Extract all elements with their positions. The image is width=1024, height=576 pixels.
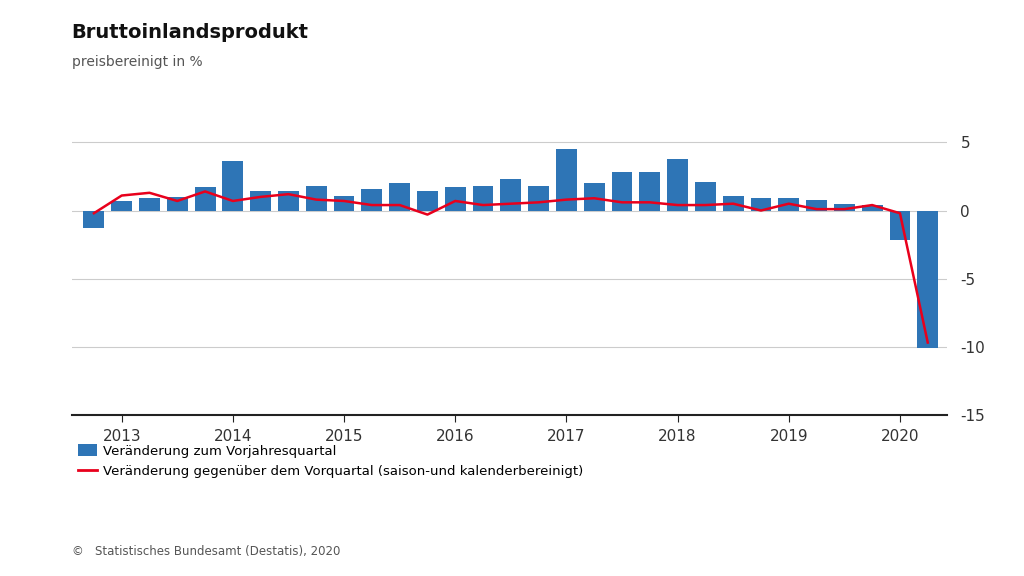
Bar — [361, 189, 382, 210]
Bar — [918, 210, 938, 348]
Bar — [279, 191, 299, 210]
Bar — [389, 183, 410, 210]
Bar — [112, 201, 132, 210]
Bar — [139, 198, 160, 210]
Bar — [751, 198, 771, 210]
Bar — [195, 187, 215, 210]
Bar — [723, 195, 743, 210]
Bar — [668, 159, 688, 210]
Bar — [501, 179, 521, 210]
Legend: Veränderung zum Vorjahresquartal, Veränderung gegenüber dem Vorquartal (saison-u: Veränderung zum Vorjahresquartal, Veränd… — [78, 444, 584, 478]
Bar — [556, 149, 577, 210]
Text: preisbereinigt in %: preisbereinigt in % — [72, 55, 203, 69]
Bar — [167, 197, 187, 210]
Bar — [862, 205, 883, 210]
Bar — [444, 187, 466, 210]
Bar — [639, 172, 660, 210]
Text: Bruttoinlandsprodukt: Bruttoinlandsprodukt — [72, 23, 308, 42]
Bar — [834, 204, 855, 210]
Bar — [778, 198, 799, 210]
Bar — [222, 161, 244, 210]
Bar — [806, 200, 827, 210]
Bar — [84, 210, 104, 228]
Bar — [417, 191, 438, 210]
Text: ©   Statistisches Bundesamt (Destatis), 2020: © Statistisches Bundesamt (Destatis), 20… — [72, 544, 340, 558]
Bar — [528, 186, 549, 210]
Bar — [334, 195, 354, 210]
Bar — [890, 210, 910, 240]
Bar — [611, 172, 633, 210]
Bar — [584, 183, 604, 210]
Bar — [695, 182, 716, 210]
Bar — [473, 186, 494, 210]
Bar — [306, 186, 327, 210]
Bar — [250, 191, 271, 210]
